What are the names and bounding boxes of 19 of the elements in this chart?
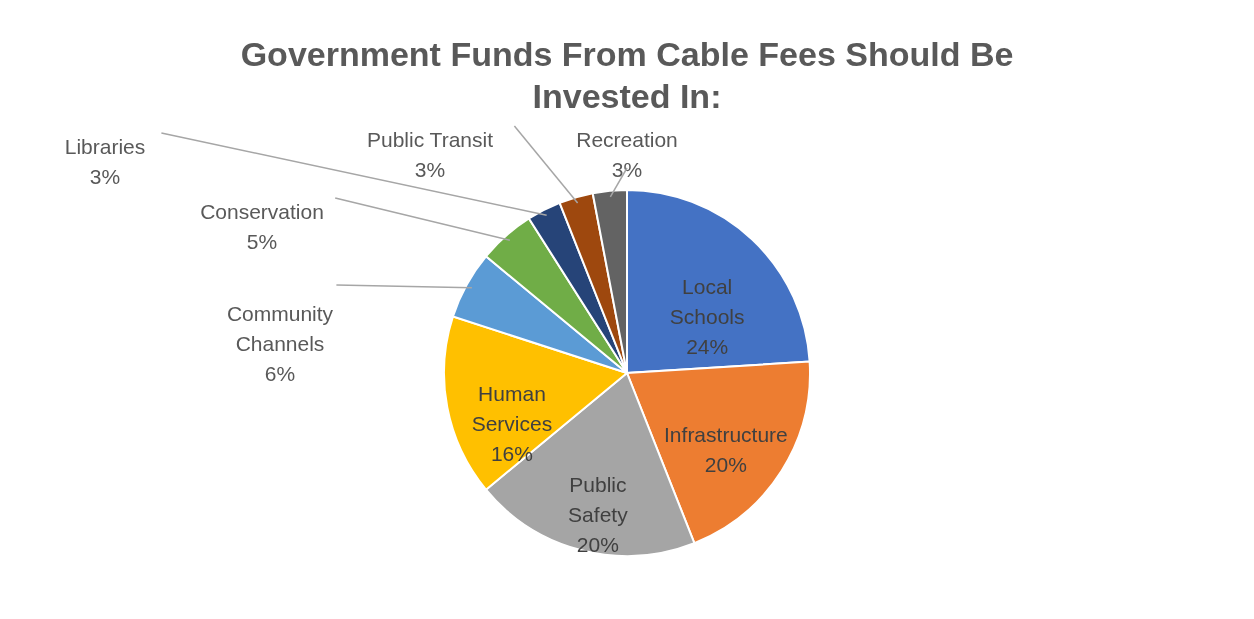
chart-title: Government Funds From Cable Fees Should Be Invested In: <box>240 35 1014 116</box>
slice-label: Community Channels <box>226 302 334 355</box>
slice-label: Conservation <box>200 200 324 223</box>
data-label: 20% <box>576 533 619 557</box>
data-label: 3% <box>89 165 121 188</box>
slice-label: Recreation <box>576 128 678 151</box>
data-label: 6% <box>264 362 296 385</box>
slice-label: Public Transit <box>366 128 494 151</box>
data-label: 5% <box>246 230 278 253</box>
data-label: 24% <box>686 334 729 358</box>
slice-label: Human Services <box>471 381 553 435</box>
slice-label: Libraries <box>64 135 146 158</box>
data-label: 16% <box>490 441 533 465</box>
slice-label: Infrastructure <box>664 422 788 446</box>
data-label: 3% <box>414 158 446 181</box>
slice-label: Local Schools <box>669 274 745 328</box>
slice-label: Public Safety <box>568 473 629 527</box>
data-label: 20% <box>704 452 747 476</box>
data-label: 3% <box>611 158 643 181</box>
